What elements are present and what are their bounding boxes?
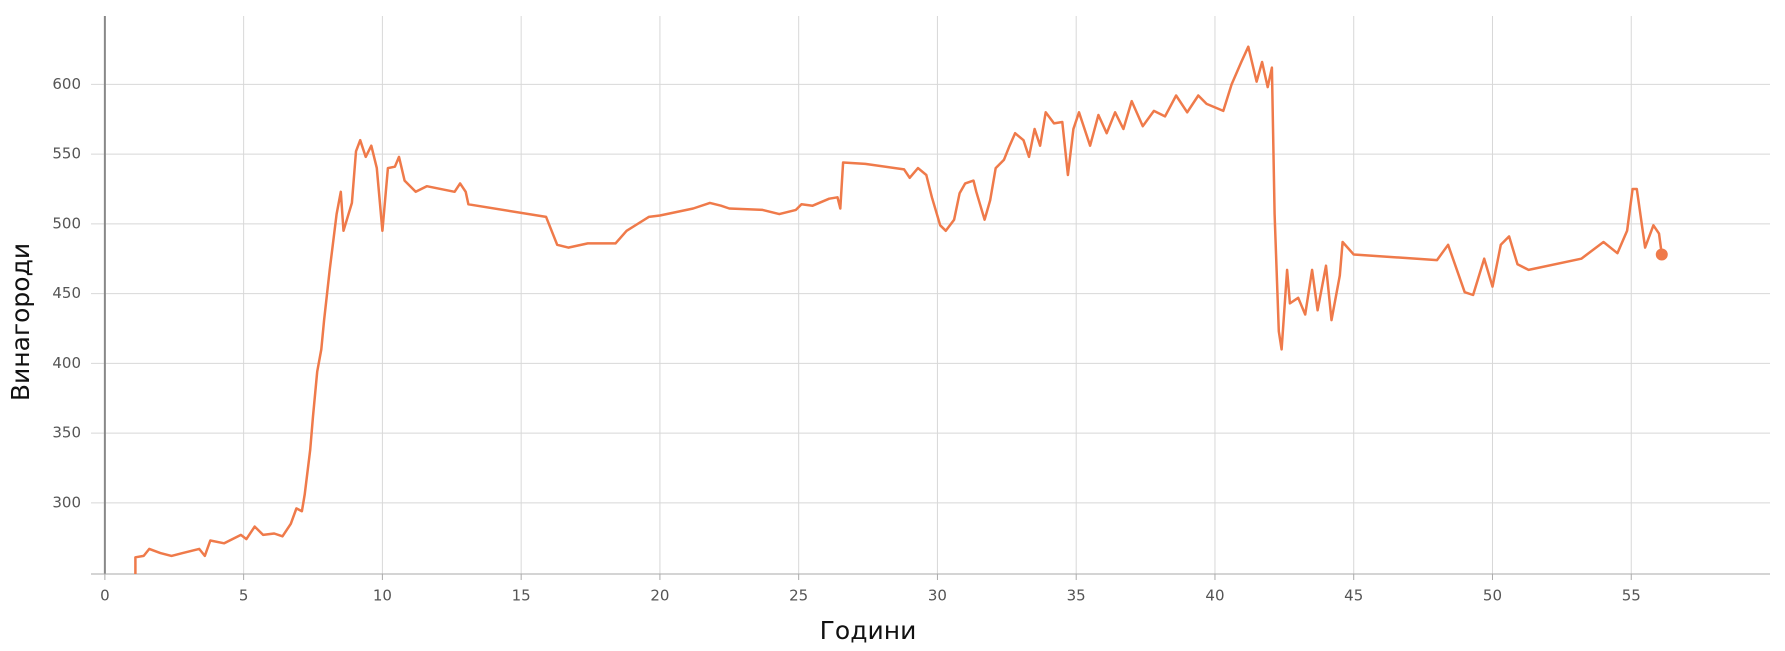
last-point: [1655, 248, 1668, 261]
x-tick-label: 5: [239, 587, 249, 605]
y-tick-label: 450: [52, 284, 81, 302]
x-tick-label: 15: [512, 587, 531, 605]
y-tick-label: 400: [52, 354, 81, 372]
x-tick-label: 20: [650, 587, 669, 605]
x-tick-label: 50: [1483, 587, 1502, 605]
line: [134, 45, 1664, 574]
x-tick-label: 10: [373, 587, 392, 605]
x-tick-label: 25: [789, 587, 808, 605]
y-tick-label: 600: [52, 75, 81, 93]
y-tick-label: 350: [52, 424, 81, 442]
x-tick-label: 45: [1344, 587, 1363, 605]
x-tick-label: 40: [1205, 587, 1224, 605]
y-tick-label: 500: [52, 214, 81, 232]
x-axis-label: Години: [820, 616, 917, 645]
x-tick-label: 0: [100, 587, 110, 605]
x-tick-label: 30: [928, 587, 947, 605]
x-tick-label: 55: [1622, 587, 1641, 605]
y-tick-label: 550: [52, 145, 81, 163]
y-axis-label: Винагороди: [6, 243, 35, 401]
y-tick-label: 300: [52, 493, 81, 511]
x-tick-label: 35: [1067, 587, 1086, 605]
